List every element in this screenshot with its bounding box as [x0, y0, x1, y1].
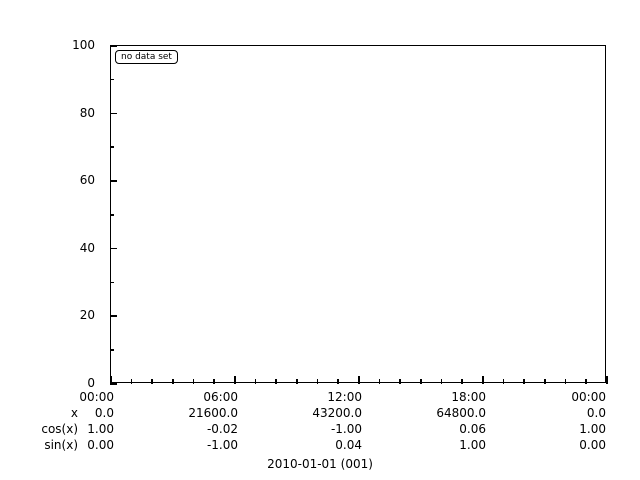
y-tick-minor — [110, 78, 114, 81]
x-tick-minor — [564, 378, 567, 384]
y-tick-label: 40 — [79, 240, 95, 255]
x-tick-minor — [213, 378, 215, 384]
x-tick-minor — [275, 378, 277, 384]
x-tick-label: 00:00 — [571, 390, 606, 404]
y-tick-major — [110, 112, 117, 115]
y-tick-major — [110, 383, 117, 385]
x-tick-major — [234, 375, 236, 384]
y-tick-label: 100 — [72, 38, 95, 52]
table-row: x 0.0 21600.0 43200.0 64800.0 0.0 — [0, 405, 640, 421]
x-tick-minor — [502, 378, 505, 384]
x-tick-minor — [130, 378, 133, 384]
table-cell: 0.06 — [459, 422, 486, 436]
x-tick-label: 00:00 — [79, 390, 114, 404]
x-tick-minor — [151, 378, 153, 384]
table-cell: 0.0 — [94, 406, 114, 420]
x-tick-major — [358, 375, 360, 384]
x-tick-minor — [296, 378, 298, 384]
table-cell: -1.00 — [206, 438, 238, 452]
table-row-label-sin: sin(x) — [44, 438, 78, 452]
y-tick-minor — [110, 146, 114, 148]
y-tick-major — [110, 315, 117, 317]
x-tick-minor — [192, 378, 195, 384]
x-tick-minor — [254, 378, 257, 384]
table-row: sin(x) 0.00 -1.00 0.04 1.00 0.00 — [0, 437, 640, 453]
x-axis-label: 2010-01-01 (001) — [267, 457, 373, 471]
x-tick-minor — [523, 378, 525, 384]
x-tick-minor — [440, 378, 443, 384]
table-row-label-x: x — [70, 406, 78, 420]
table-cell: 43200.0 — [312, 406, 362, 420]
table-row-label-cos: cos(x) — [41, 422, 78, 436]
legend[interactable]: no data set — [115, 50, 178, 64]
y-tick-label: 60 — [79, 173, 95, 188]
legend-entry-no-data-set: no data set — [121, 51, 172, 62]
x-tick-minor — [544, 378, 546, 384]
x-tick-minor — [337, 378, 339, 384]
table-cell: 1.00 — [87, 422, 114, 436]
x-tick-minor — [378, 378, 381, 384]
table-row-xticklabels: 00:00 06:00 12:00 18:00 00:00 — [0, 389, 640, 405]
table-cell: 0.0 — [586, 406, 606, 420]
table-cell: 64800.0 — [436, 406, 486, 420]
x-tick-major — [482, 375, 484, 384]
table-cell: 0.00 — [579, 438, 606, 452]
y-tick-label: 20 — [79, 308, 95, 323]
x-tick-minor — [316, 378, 319, 384]
y-tick-label: 80 — [79, 105, 95, 120]
x-tick-major — [110, 375, 112, 384]
y-tick-major — [110, 180, 117, 182]
y-tick-label: 0 — [87, 376, 95, 390]
y-tick-minor — [110, 349, 114, 351]
data-table: 00:00 06:00 12:00 18:00 00:00 x 0.0 2160… — [0, 389, 640, 453]
table-cell: 1.00 — [459, 438, 486, 452]
table-cell: -0.02 — [206, 422, 238, 436]
x-tick-minor — [585, 378, 587, 384]
x-tick-label: 18:00 — [451, 390, 486, 404]
table-cell: -1.00 — [330, 422, 362, 436]
x-tick-major — [606, 375, 608, 384]
x-tick-minor — [461, 378, 463, 384]
table-cell: 1.00 — [579, 422, 606, 436]
table-row: cos(x) 1.00 -0.02 -1.00 0.06 1.00 — [0, 421, 640, 437]
y-tick-minor — [110, 214, 114, 216]
x-tick-minor — [172, 378, 174, 384]
table-cell: 21600.0 — [188, 406, 238, 420]
x-tick-label: 06:00 — [203, 390, 238, 404]
y-tick-major — [110, 45, 117, 47]
plot-area — [110, 45, 606, 383]
y-tick-major — [110, 247, 117, 250]
x-tick-label: 12:00 — [327, 390, 362, 404]
table-cell: 0.04 — [335, 438, 362, 452]
x-tick-minor — [420, 378, 422, 384]
y-tick-minor — [110, 281, 114, 284]
x-tick-minor — [399, 378, 401, 384]
table-cell: 0.00 — [87, 438, 114, 452]
